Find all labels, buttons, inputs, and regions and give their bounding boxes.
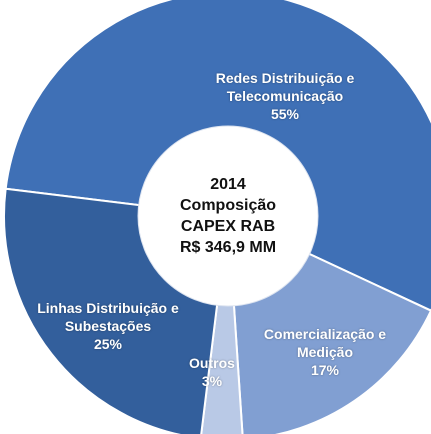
- center-line: 2014: [210, 176, 246, 193]
- slice-label: Linhas Distribuição e Subestações 25%: [28, 299, 188, 353]
- center-line: R$ 346,9 MM: [179, 239, 277, 256]
- pie-slice: [200, 215, 244, 434]
- slice-label: Outros 3%: [182, 354, 242, 390]
- center-line: CAPEX RAB: [180, 218, 276, 235]
- value-label: 3%: [201, 373, 223, 389]
- slice-label: Comercialização e Medição 17%: [253, 325, 398, 379]
- donut-hole: [137, 125, 319, 307]
- center-line: Composição: [179, 197, 277, 214]
- category-label: Redes Distribuição e Telecomunicação: [215, 70, 355, 104]
- value-label: 55%: [270, 106, 300, 122]
- slice-label: Redes Distribuição e Telecomunicação 55%: [210, 69, 360, 123]
- category-label: Comercialização e Medição: [263, 326, 387, 360]
- center-text: 2014 Composição CAPEX RAB R$ 346,9 MM: [180, 174, 276, 258]
- value-label: 17%: [310, 362, 340, 378]
- value-label: 25%: [93, 336, 123, 352]
- category-label: Outros: [189, 355, 235, 371]
- category-label: Linhas Distribuição e Subestações: [37, 300, 179, 334]
